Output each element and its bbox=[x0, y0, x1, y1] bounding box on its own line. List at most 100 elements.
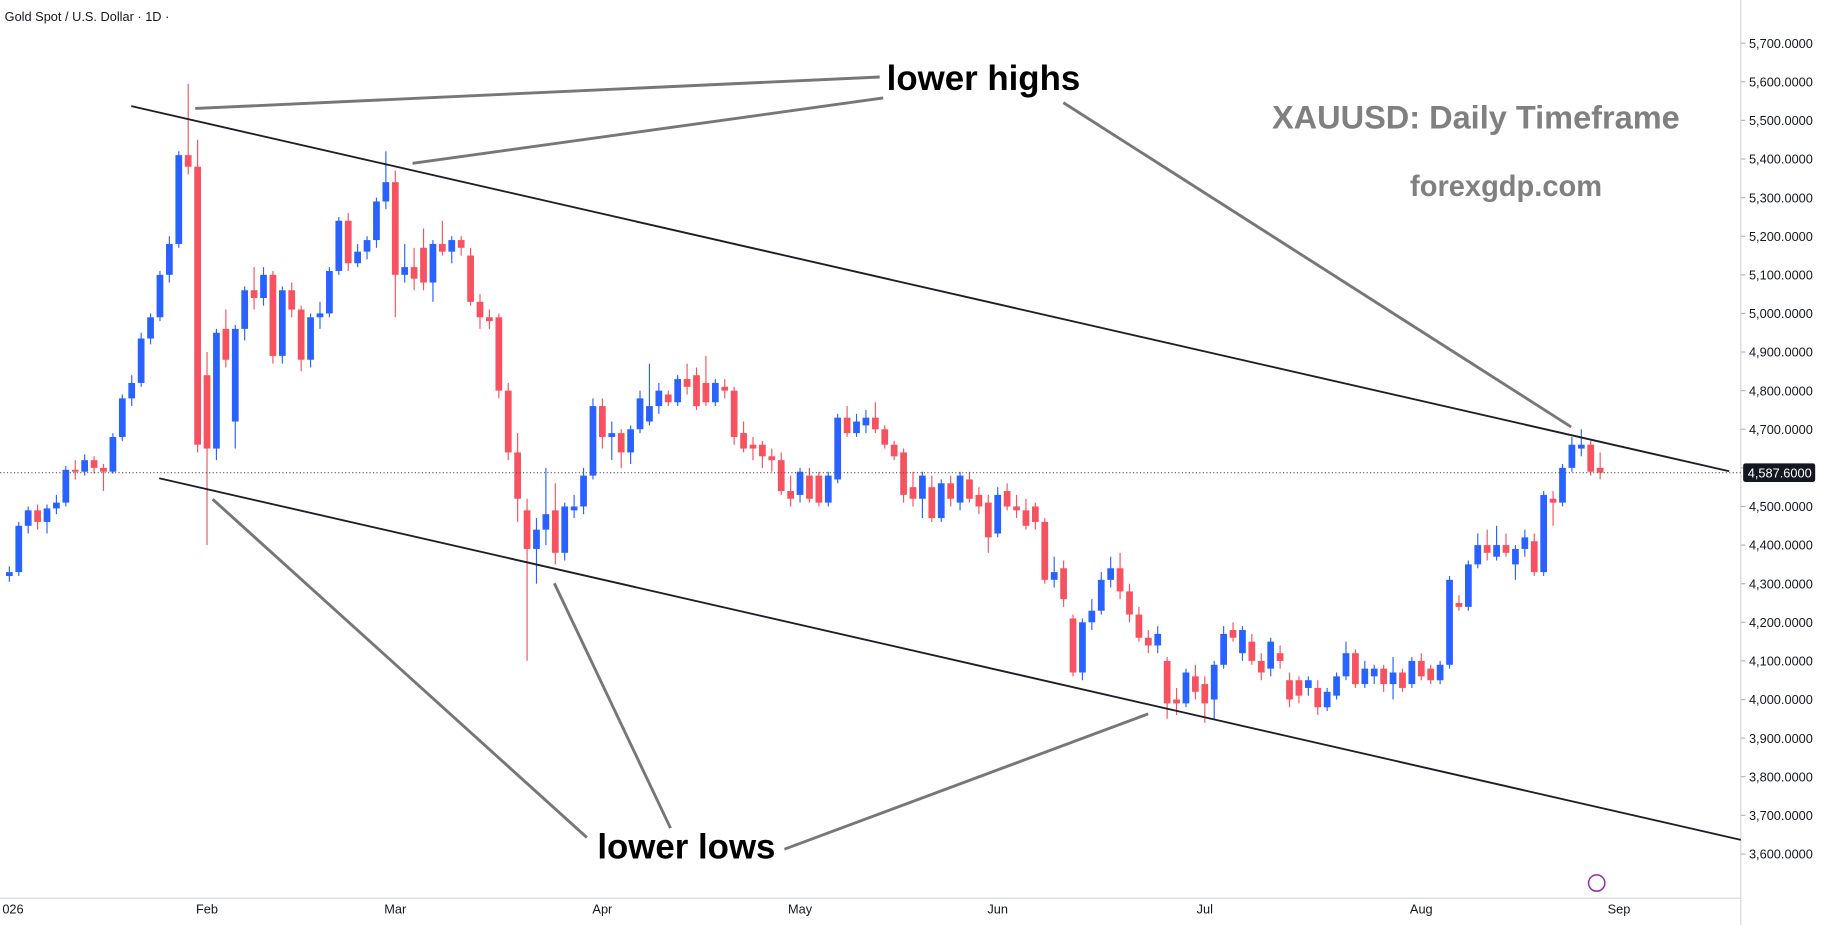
annotation: lower highs bbox=[887, 59, 1081, 98]
candle-body bbox=[627, 429, 634, 453]
candle-body bbox=[71, 469, 79, 472]
candle-body bbox=[250, 290, 258, 298]
candle-body bbox=[1549, 498, 1557, 503]
y-tick-label: 3,700.0000 bbox=[1749, 808, 1813, 823]
candle-body bbox=[222, 328, 230, 360]
candle-body bbox=[533, 529, 540, 549]
candle-body bbox=[1464, 564, 1472, 607]
candle-body bbox=[721, 386, 729, 391]
candle-body bbox=[90, 460, 98, 468]
candle-body bbox=[984, 502, 992, 538]
candle-body bbox=[1361, 668, 1369, 685]
arrow bbox=[783, 712, 1149, 851]
candle-body bbox=[1417, 660, 1425, 677]
candle-body bbox=[1248, 641, 1256, 661]
arrow bbox=[1062, 101, 1572, 429]
candle-body bbox=[542, 514, 550, 530]
candle-body bbox=[194, 166, 201, 445]
candle-body bbox=[871, 417, 879, 430]
candle-body bbox=[231, 328, 239, 422]
candle-body bbox=[1436, 664, 1444, 681]
candle-body bbox=[504, 390, 512, 453]
candle-body bbox=[429, 243, 437, 283]
candle-body bbox=[43, 508, 51, 522]
annotation: lower lows bbox=[597, 827, 775, 866]
candle-body bbox=[551, 510, 559, 553]
candle-body bbox=[1342, 653, 1350, 677]
y-tick-label: 4,300.0000 bbox=[1749, 576, 1813, 591]
x-tick-label: Sep bbox=[1608, 901, 1631, 916]
candle-body bbox=[1022, 510, 1030, 526]
candle-body bbox=[740, 433, 747, 449]
candle-body bbox=[693, 375, 700, 407]
candle-body bbox=[683, 379, 691, 387]
y-tick-label: 4,000.0000 bbox=[1749, 692, 1813, 707]
candle-body bbox=[900, 452, 907, 495]
candle-body bbox=[401, 267, 409, 275]
candle-body bbox=[796, 471, 804, 495]
x-tick-label: Mar bbox=[384, 901, 407, 916]
arrow bbox=[195, 75, 880, 110]
candle-body bbox=[1182, 672, 1190, 704]
y-tick-label: 3,900.0000 bbox=[1749, 731, 1813, 746]
candle-body bbox=[1314, 687, 1322, 708]
x-tick-label: Feb bbox=[196, 901, 218, 916]
alert-icon[interactable] bbox=[1587, 874, 1606, 892]
candles bbox=[5, 83, 1604, 723]
candle-body bbox=[1257, 660, 1265, 673]
candle-body bbox=[1097, 579, 1105, 611]
candle-body bbox=[1446, 579, 1453, 665]
candle-body bbox=[175, 155, 183, 244]
candle-body bbox=[1173, 699, 1180, 704]
y-tick-label: 5,700.0000 bbox=[1749, 36, 1813, 51]
candle-body bbox=[1577, 444, 1585, 449]
candle-body bbox=[81, 460, 89, 472]
candle-body bbox=[636, 398, 644, 430]
candle-body bbox=[570, 506, 578, 511]
candle-body bbox=[1013, 506, 1020, 511]
candle-body bbox=[109, 436, 117, 472]
candle-body bbox=[420, 247, 427, 283]
candle-body bbox=[1069, 618, 1077, 673]
candle-body bbox=[966, 479, 973, 499]
candle-body bbox=[1502, 545, 1510, 553]
candle-body bbox=[599, 406, 606, 437]
arrow bbox=[211, 498, 588, 839]
y-tick-label: 4,400.0000 bbox=[1749, 538, 1813, 553]
candle-body bbox=[410, 267, 418, 279]
candle-body bbox=[278, 290, 286, 356]
candle-body bbox=[1587, 444, 1595, 472]
site-label: forexgdp.com bbox=[1410, 171, 1602, 203]
candle-body bbox=[947, 483, 955, 499]
candle-body bbox=[53, 502, 60, 509]
y-tick-label: 4,900.0000 bbox=[1749, 345, 1813, 360]
arrow bbox=[553, 582, 672, 829]
candle-body bbox=[1050, 572, 1058, 580]
candle-body bbox=[1079, 622, 1086, 673]
candle-body bbox=[1116, 568, 1124, 592]
candle-body bbox=[203, 375, 211, 449]
candle-body bbox=[184, 155, 192, 167]
candle-body bbox=[787, 491, 795, 499]
candle-body bbox=[1568, 444, 1576, 468]
candle-body bbox=[617, 433, 625, 453]
candle-body bbox=[1493, 545, 1500, 557]
candle-body bbox=[1229, 630, 1237, 638]
candle-body bbox=[137, 338, 145, 383]
candle-body bbox=[24, 510, 32, 526]
candle-body bbox=[1521, 537, 1529, 549]
y-tick-label: 4,700.0000 bbox=[1749, 422, 1813, 437]
candle-body bbox=[975, 494, 983, 507]
candle-body bbox=[1088, 610, 1096, 623]
candle-body bbox=[326, 270, 333, 314]
candle-body bbox=[15, 525, 23, 573]
upper-trendline bbox=[131, 105, 1730, 473]
y-tick-label: 5,200.0000 bbox=[1749, 229, 1813, 244]
candle-body bbox=[994, 494, 1002, 534]
x-tick-label: May bbox=[788, 901, 813, 916]
candle-body bbox=[344, 220, 352, 264]
candle-body bbox=[1126, 591, 1133, 615]
candle-body bbox=[457, 240, 465, 248]
